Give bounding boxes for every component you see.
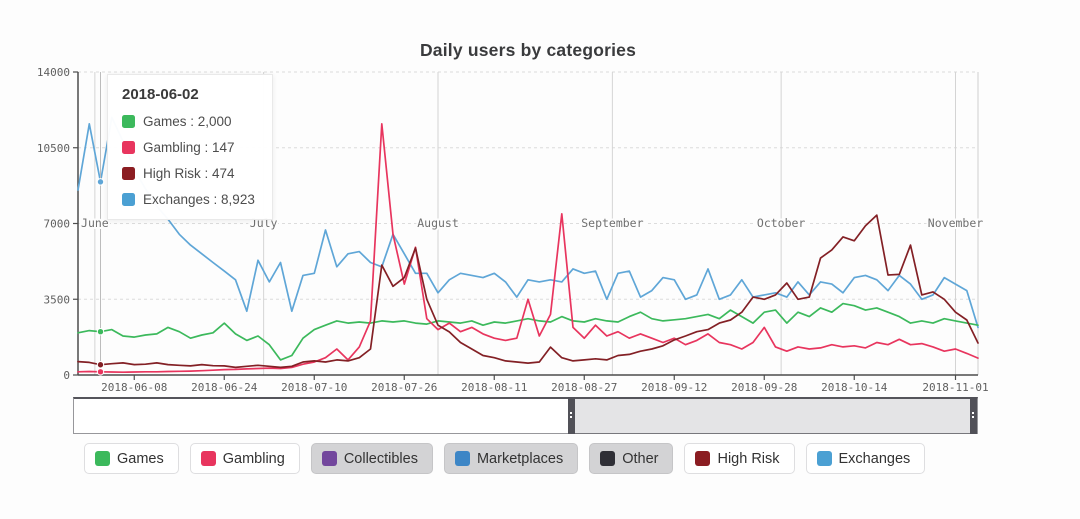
tooltip-row-text: Games : 2,000	[143, 114, 232, 129]
tooltip-rows: Games : 2,000 Gambling : 147 High Risk : 4…	[122, 114, 258, 207]
legend-item-games[interactable]: Games	[84, 443, 179, 474]
series-line-high-risk	[77, 214, 979, 369]
legend-item-label: High Risk	[717, 450, 780, 467]
legend-item-label: Collectibles	[343, 450, 418, 467]
chart-title: Daily users by categories	[419, 40, 637, 60]
y-tick-label: 7000	[44, 218, 71, 231]
y-tick-label: 14000	[37, 66, 70, 79]
hover-dot-gambling	[96, 368, 105, 376]
legend-swatch-icon	[95, 451, 110, 466]
legend-swatch-icon	[816, 451, 832, 466]
legend-swatch-icon	[695, 451, 711, 466]
series-swatch-icon	[122, 141, 135, 154]
month-label: November	[928, 216, 983, 230]
x-tick-label: 2018-06-08	[101, 381, 167, 394]
tooltip-date: 2018-06-02	[122, 86, 199, 103]
legend-item-label: Gambling	[222, 450, 285, 467]
x-tick-label: 2018-11-01	[922, 381, 988, 394]
y-tick-label: 0	[63, 369, 70, 382]
x-tick-label: 2018-10-14	[821, 381, 888, 394]
legend-swatch-icon	[454, 451, 470, 466]
tooltip-row-text: Exchanges : 8,923	[143, 192, 255, 207]
x-tick-label: 2018-07-26	[371, 381, 437, 394]
legend: Games Gambling Collectibles Marketplaces Oth…	[84, 443, 926, 474]
series-line-gambling	[77, 123, 979, 374]
hover-dot-high-risk	[96, 361, 105, 369]
hover-dot-games	[96, 328, 105, 336]
range-slider-selection[interactable]	[567, 397, 977, 434]
range-slider-right-handle[interactable]	[969, 397, 977, 434]
month-label: August	[417, 216, 459, 230]
legend-item-collectibles[interactable]: Collectibles	[310, 443, 433, 474]
tooltip-row-games: Games : 2,000	[122, 114, 258, 129]
tooltip-row-text: High Risk : 474	[143, 166, 235, 181]
month-label: October	[757, 216, 806, 230]
x-tick-label: 2018-09-28	[731, 381, 797, 394]
hover-dot-exchanges	[96, 178, 105, 186]
series-line-exchanges	[77, 116, 979, 329]
legend-swatch-icon	[321, 451, 337, 466]
legend-item-gambling[interactable]: Gambling	[189, 443, 300, 474]
x-tick-label: 2018-08-11	[461, 381, 527, 394]
legend-item-marketplaces[interactable]: Marketplaces	[443, 443, 579, 474]
y-tick-label: 10500	[37, 142, 70, 155]
series-swatch-icon	[122, 115, 135, 128]
series-swatch-icon	[122, 167, 135, 180]
tooltip-row-gambling: Gambling : 147	[122, 140, 258, 155]
legend-swatch-icon	[600, 451, 616, 466]
legend-item-label: Other	[622, 450, 659, 467]
tooltip-row-exchanges: Exchanges : 8,923	[122, 192, 258, 207]
x-tick-label: 2018-06-24	[191, 381, 258, 394]
legend-item-other[interactable]: Other	[589, 443, 674, 474]
month-label: September	[581, 216, 643, 230]
range-slider-left-handle[interactable]	[567, 397, 575, 434]
y-tick-label: 3500	[44, 293, 71, 306]
series-line-games	[77, 302, 979, 361]
x-tick-label: 2018-07-10	[281, 381, 347, 394]
tooltip-row-high-risk: High Risk : 474	[122, 166, 258, 181]
x-tick-label: 2018-09-12	[641, 381, 707, 394]
legend-item-label: Marketplaces	[476, 450, 564, 467]
legend-item-high-risk[interactable]: High Risk	[684, 443, 795, 474]
legend-item-label: Games	[117, 450, 164, 467]
tooltip-row-text: Gambling : 147	[143, 140, 235, 155]
legend-item-exchanges[interactable]: Exchanges	[805, 443, 926, 474]
legend-item-label: Exchanges	[838, 450, 911, 467]
series-swatch-icon	[122, 193, 135, 206]
x-tick-label: 2018-08-27	[551, 381, 617, 394]
range-slider-track[interactable]	[73, 397, 978, 434]
legend-swatch-icon	[200, 451, 216, 466]
month-label: June	[81, 216, 109, 230]
tooltip: 2018-06-02 Games : 2,000 Gambling : 147 Hi…	[107, 74, 273, 220]
